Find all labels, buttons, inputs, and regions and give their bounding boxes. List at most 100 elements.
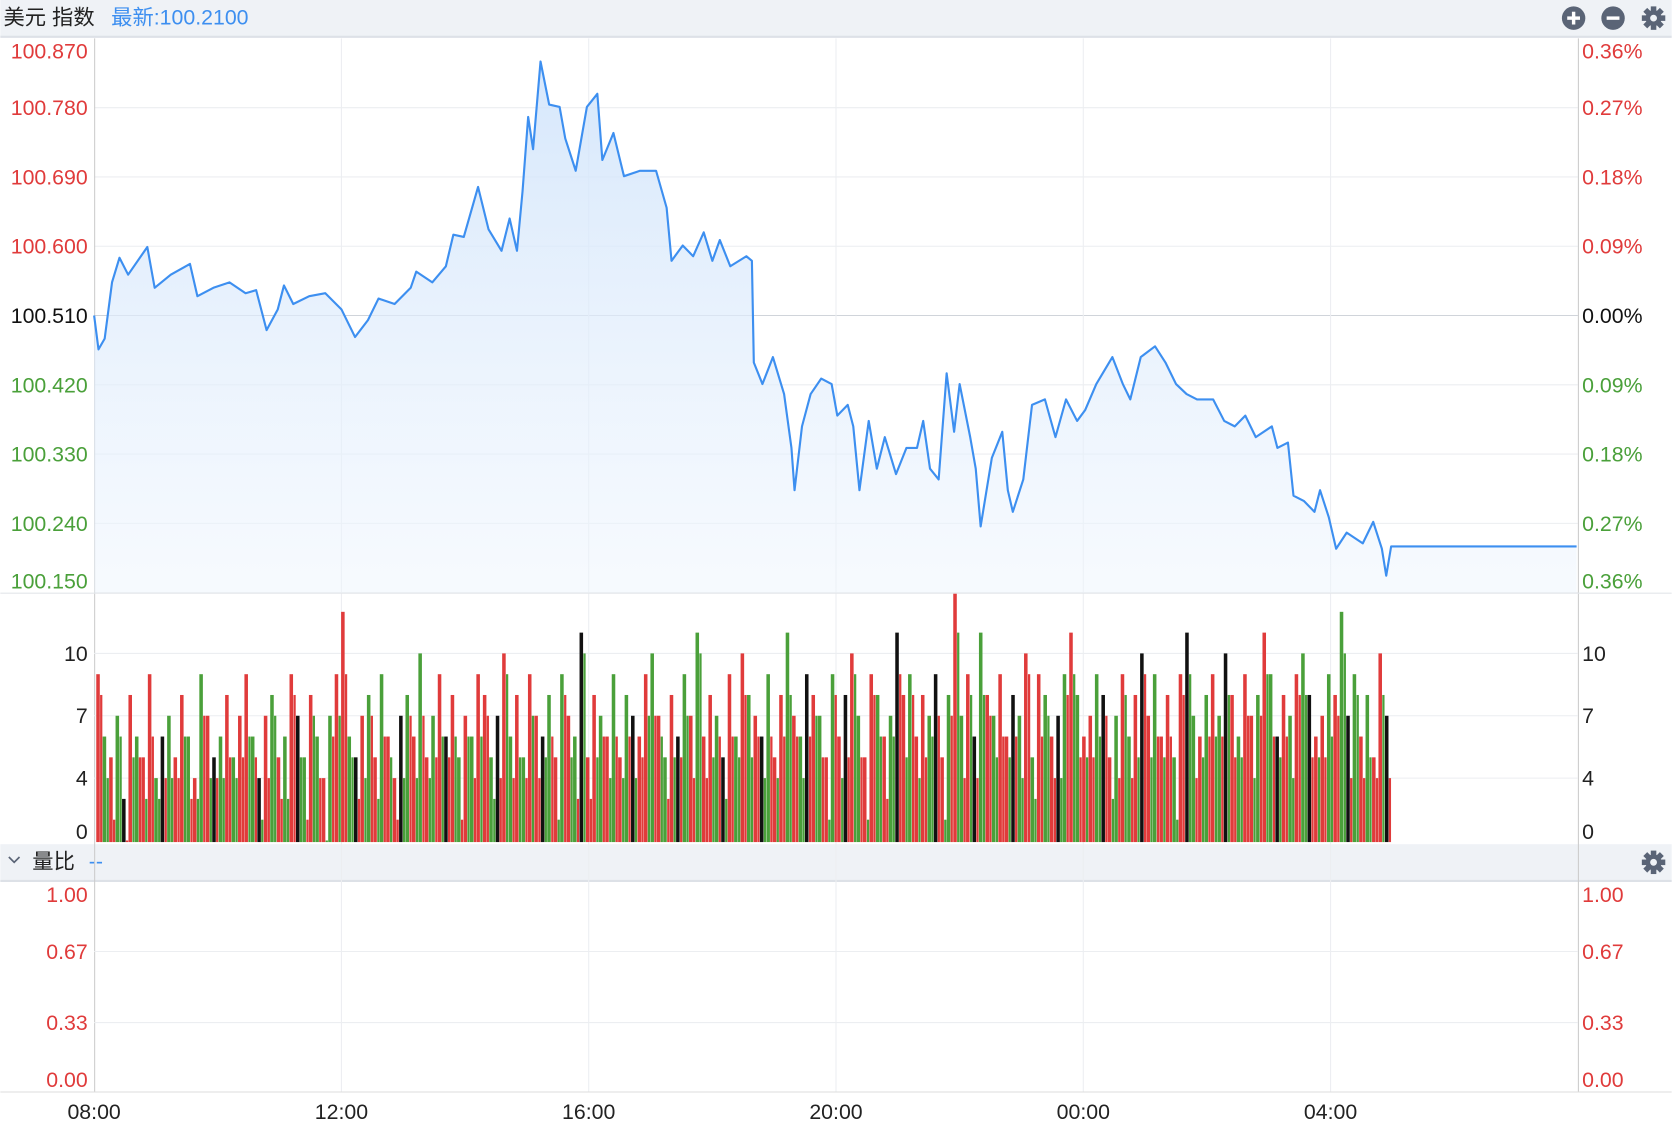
volume-bar <box>192 778 197 843</box>
volume-bar <box>837 736 841 843</box>
volume-bar <box>757 736 760 843</box>
volume-bar <box>579 632 584 843</box>
volume-bar <box>1356 694 1359 843</box>
volume-bar <box>353 757 358 843</box>
volume-bar <box>1275 736 1279 843</box>
settings-button[interactable] <box>1641 6 1666 30</box>
volume-bar <box>534 715 538 843</box>
volume-bar <box>1114 715 1118 843</box>
volume-bar <box>209 778 212 843</box>
volume-bar <box>656 715 661 843</box>
volume-bar <box>263 715 268 843</box>
gear-icon <box>1641 6 1666 30</box>
zoom-out-button[interactable] <box>1601 6 1625 30</box>
volume-bar <box>424 757 429 843</box>
volume-bar <box>203 715 206 843</box>
volume-bar <box>1002 736 1005 843</box>
volume-bar <box>544 757 547 843</box>
volume-bar <box>1359 736 1363 843</box>
volume-bar <box>1294 674 1299 843</box>
ratio-settings-button[interactable] <box>1641 850 1666 875</box>
volume-bar <box>1049 736 1054 843</box>
volume-bar <box>1034 798 1037 843</box>
volume-bar <box>714 715 719 843</box>
chevron-down-icon[interactable] <box>8 856 21 864</box>
volume-bar <box>1172 757 1176 843</box>
volume-bar <box>480 736 483 843</box>
volume-bar <box>995 757 999 843</box>
volume-bar <box>1266 674 1269 843</box>
time-axis-label: 20:00 <box>809 1100 862 1124</box>
volume-bar <box>1298 694 1301 843</box>
volume-bar <box>1214 736 1218 843</box>
volume-bar <box>759 736 764 843</box>
volume-bar <box>341 611 345 843</box>
volume-bar <box>753 715 758 843</box>
volume-bar <box>553 757 558 843</box>
volume-bar <box>383 736 386 843</box>
time-axis-label: 04:00 <box>1304 1100 1357 1124</box>
percent-axis-label: 0.00% <box>1582 304 1642 328</box>
volume-bar <box>834 694 837 843</box>
zoom-in-button[interactable] <box>1561 6 1586 30</box>
volume-bar <box>609 778 612 843</box>
volume-bar <box>125 840 129 843</box>
volume-bar <box>1259 715 1263 843</box>
volume-bar <box>147 674 152 843</box>
volume-bar <box>347 736 352 843</box>
volume-bar <box>731 736 734 843</box>
volume-bar <box>920 694 925 843</box>
volume-bar <box>953 593 957 843</box>
volume-bar <box>386 736 390 843</box>
volume-bar <box>525 778 528 843</box>
volume-bar <box>950 715 953 843</box>
volume-bar <box>660 736 663 843</box>
volume-bar <box>325 840 328 843</box>
volume-bar <box>1043 694 1047 843</box>
volume-bar <box>289 674 294 843</box>
volume-bar <box>1247 715 1250 843</box>
volume-bar <box>1030 757 1035 843</box>
volume-bar <box>235 778 238 843</box>
ratio-axis-label-right: 0.67 <box>1582 940 1623 964</box>
volume-bar <box>978 632 983 843</box>
volume-bar <box>680 757 683 843</box>
volume-bar <box>134 736 139 843</box>
volume-bar <box>360 715 364 843</box>
volume-bar <box>231 757 236 843</box>
volume-bar <box>1285 736 1288 843</box>
volume-bar <box>1017 715 1022 843</box>
volume-bar <box>937 715 940 843</box>
volume-bar <box>276 757 281 843</box>
volume-bar <box>624 694 629 843</box>
volume-bar <box>1040 736 1044 843</box>
volume-bar <box>989 715 992 843</box>
percent-axis-label: 0.18% <box>1582 443 1642 467</box>
volume-bar <box>583 653 586 843</box>
price-axis-label: 100.600 <box>11 235 88 259</box>
volume-bar <box>1191 715 1196 843</box>
volume-bar <box>486 715 489 843</box>
volume-bar <box>1320 715 1325 843</box>
volume-bar <box>1198 736 1202 843</box>
volume-bar <box>1011 694 1015 843</box>
volume-bar <box>643 674 648 843</box>
volume-bar <box>682 674 687 843</box>
volume-bar <box>1256 694 1260 843</box>
volume-bar <box>1234 757 1237 843</box>
volume-bar <box>112 819 116 843</box>
volume-bar <box>418 653 422 843</box>
volume-bar <box>1346 715 1350 843</box>
volume-bar <box>1201 757 1205 843</box>
volume-bar <box>1324 757 1327 843</box>
time-axis-label: 08:00 <box>67 1100 120 1124</box>
gear-icon <box>1641 850 1666 875</box>
volume-bar <box>933 674 938 843</box>
volume-bar <box>225 694 229 843</box>
price-axis-label: 100.420 <box>11 373 88 397</box>
volume-bar <box>982 694 986 843</box>
volume-bar <box>306 819 309 843</box>
gear-tooth <box>1650 867 1657 875</box>
volume-bar <box>1156 736 1160 843</box>
